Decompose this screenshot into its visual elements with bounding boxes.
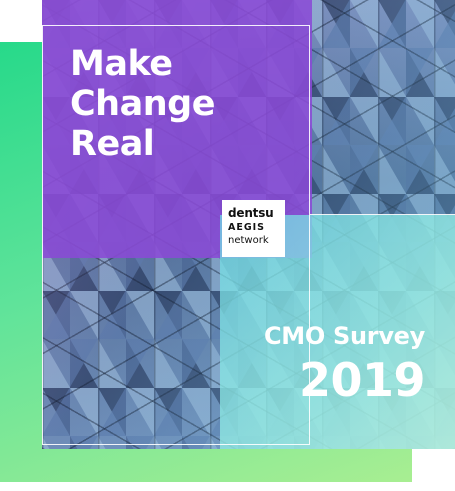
- dentsu-aegis-logo: dentsu AEGIS network: [222, 200, 285, 257]
- outline-frame: [42, 25, 310, 445]
- outline-frame-accent: [310, 214, 455, 286]
- logo-line-1: dentsu: [228, 206, 274, 220]
- headline-line-3: Real: [70, 124, 155, 164]
- headline-line-2: Change: [70, 84, 215, 124]
- logo-line-2: AEGIS: [228, 222, 266, 233]
- headline-line-1: Make: [70, 44, 173, 84]
- report-cover: Make Change Real dentsu AEGIS network CM…: [42, 0, 455, 449]
- survey-title: CMO Survey: [263, 322, 425, 350]
- logo-line-3: network: [228, 235, 269, 246]
- survey-year: 2019: [298, 353, 426, 407]
- headline: Make Change Real: [70, 44, 215, 164]
